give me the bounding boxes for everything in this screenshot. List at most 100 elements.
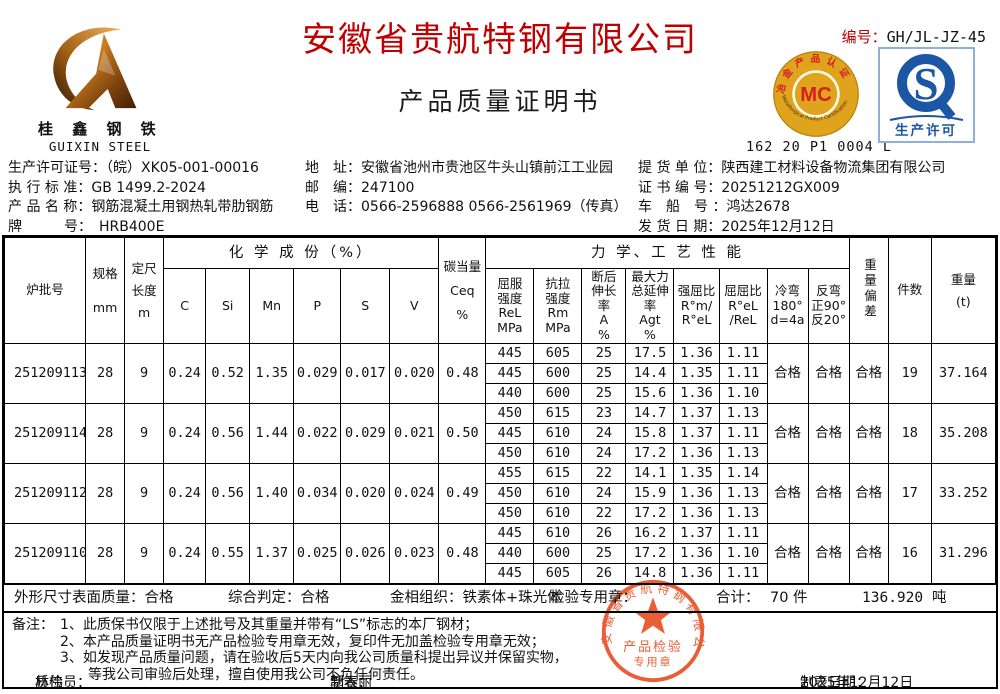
date-label: 制表日期： [800, 675, 870, 691]
cell-mech: 445 [485, 343, 535, 364]
cell-chem: 0.24 [163, 403, 207, 464]
remarks-lines: 1、此质保书仅限于上述批号及其重量并带有“LS”标志的本厂钢材； 2、本产品质量证… [60, 617, 996, 683]
cell-mech: 605 [533, 343, 583, 364]
cell-mech: 23 [581, 403, 627, 424]
cell-mech: 600 [533, 363, 583, 384]
cell-mech: 445 [485, 423, 535, 444]
header-mech-property: 最大力 总延伸 率 Agt % [625, 268, 675, 344]
cell-mech: 445 [485, 563, 535, 584]
cell-weight-deviation: 合格 [848, 463, 889, 524]
info-label: 证 书 编 号： [638, 179, 722, 196]
cell-mech: 24 [581, 483, 627, 504]
cell-chem: 1.44 [249, 403, 295, 464]
cell-length: 9 [124, 463, 165, 524]
document-title: 产品质量证明书 [398, 87, 602, 116]
batch-row: 251209114 28 9 0.24 0.56 1.44 0.022 0.029 0.021 0… [3, 403, 997, 464]
info-label: 电 话： [305, 199, 361, 215]
cell-chem: 0.52 [205, 343, 251, 404]
header-heat-no: 炉批号 [3, 237, 87, 344]
cell-heat-no: 251209110 [3, 523, 87, 584]
info-row: 牌 号： HRB400E [8, 218, 308, 238]
cell-mech: 450 [485, 403, 535, 424]
inspection-stamp: 安徽省贵航特钢有限公司 产品检验 专用章 [592, 567, 706, 684]
info-value: 钢筋混凝土用钢热轧带肋钢筋 [91, 199, 274, 215]
remark-line: 3、如发现产品质量问题，请在验收后5天内向我公司质量科提出异议并保留实物， [60, 650, 568, 666]
cell-mech: 450 [485, 483, 535, 504]
header-pieces: 件数 [887, 237, 932, 344]
cell-mech: 1.36 [673, 563, 720, 584]
cell-mech: 26 [581, 523, 627, 544]
cell-mech: 1.36 [673, 483, 720, 504]
cell-mech: 1.13 [718, 443, 768, 464]
cell-chem: 0.026 [340, 523, 391, 584]
info-row: 邮 编：247100 [305, 179, 635, 199]
info-row: 发 货 日 期：2025年12月12日 [638, 218, 998, 238]
cell-mech: 25 [581, 343, 627, 364]
cell-chem: 0.017 [340, 343, 391, 404]
cell-mech: 15.9 [625, 483, 675, 504]
mc-badge-code: 162 20 P1 0004 L [746, 139, 893, 155]
header-chem-element: Si [205, 268, 251, 344]
cell-chem: 0.24 [163, 523, 207, 584]
mc-badge-icon: 冶金产品认证 Metallurgical Product Certificati… [773, 51, 859, 137]
header-weight: 重量 (t) [930, 237, 997, 344]
cell-ceq: 0.48 [438, 523, 487, 584]
cell-mech: 1.36 [673, 443, 720, 464]
header-mech-property: 抗拉 强度 Rm MPa [533, 268, 583, 344]
cell-mech: 600 [533, 383, 583, 404]
info-column-middle: 地 址：安徽省池州市贵池区牛头山镇前江工业园邮 编：247100 电 话：0566… [305, 159, 635, 218]
cell-weight: 33.252 [930, 463, 997, 524]
inspector-label: 质检员： [35, 675, 91, 691]
cell-mech: 1.36 [673, 503, 720, 524]
stamp-line1: 产品检验 [623, 639, 683, 655]
cell-mech: 1.37 [673, 403, 720, 424]
batch-subrow: 445 605 26 14.8 1.36 1.11 [5, 563, 996, 584]
cell-chem: 0.56 [205, 463, 251, 524]
cell-chem: 0.029 [340, 403, 391, 464]
remark-line: 2、本产品质量证明书无产品检验专用章无效，复印件无加盖检验专用章无效； [60, 633, 545, 650]
cell-mech: 14.4 [625, 363, 675, 384]
logo-en-text: GUIXIN STEEL [48, 139, 152, 154]
cell-mech: 17.2 [625, 543, 675, 564]
cell-pieces: 16 [887, 523, 932, 584]
cell-cold-bend: 合格 [766, 403, 809, 464]
info-value: HRB400E [85, 218, 165, 235]
cell-mech: 15.6 [625, 383, 675, 404]
header-spec: 规格 mm [85, 237, 126, 344]
cell-mech: 1.36 [673, 383, 720, 404]
summary-total-pieces: 70 件 [770, 590, 808, 606]
cell-chem: 0.56 [205, 403, 251, 464]
cell-mech: 610 [533, 523, 583, 544]
inspector-name: 林伟 [35, 675, 63, 691]
mc-certification-badge: 冶金产品认证 Metallurgical Product Certificati… [770, 50, 862, 138]
cell-heat-no: 251209112 [3, 463, 87, 524]
cell-length: 9 [124, 403, 165, 464]
cell-mech: 15.8 [625, 423, 675, 444]
batch-subrow: 440 600 25 17.2 1.36 1.10 [5, 543, 996, 564]
batch-row: 251209113 28 9 0.24 0.52 1.35 0.029 0.017 0.020 0… [3, 343, 997, 404]
cell-mech: 14.8 [625, 563, 675, 584]
cell-reverse-bend: 合格 [807, 403, 850, 464]
cell-cold-bend: 合格 [766, 463, 809, 524]
qs-badge-icon: S 生产许可 [878, 47, 975, 143]
cell-chem: 0.020 [340, 463, 391, 524]
batch-row: 251209112 28 9 0.24 0.56 1.40 0.034 0.020 0.024 0… [3, 463, 997, 524]
cell-mech: 25 [581, 543, 627, 564]
info-value: 2025年12月12日 [721, 218, 835, 235]
serial-label: 编号： [841, 28, 887, 46]
cell-chem: 0.021 [389, 403, 440, 464]
qs-license-badge: S 生产许可 [878, 47, 975, 143]
header-mech-property: 屈屈比 R°eL /ReL [718, 268, 768, 344]
cell-heat-no: 251209114 [3, 403, 87, 464]
cell-mech: 1.35 [673, 363, 720, 384]
info-label: 地 址： [305, 160, 361, 176]
cell-weight-deviation: 合格 [848, 523, 889, 584]
cell-pieces: 17 [887, 463, 932, 524]
cell-spec: 28 [85, 343, 126, 404]
header-chem-element: Mn [249, 268, 295, 344]
info-label: 车 船 号 ： [638, 199, 727, 215]
header-length: 定尺 长度 m [124, 237, 165, 344]
header-mech-property: 反弯 正90° 反20° [807, 268, 850, 344]
